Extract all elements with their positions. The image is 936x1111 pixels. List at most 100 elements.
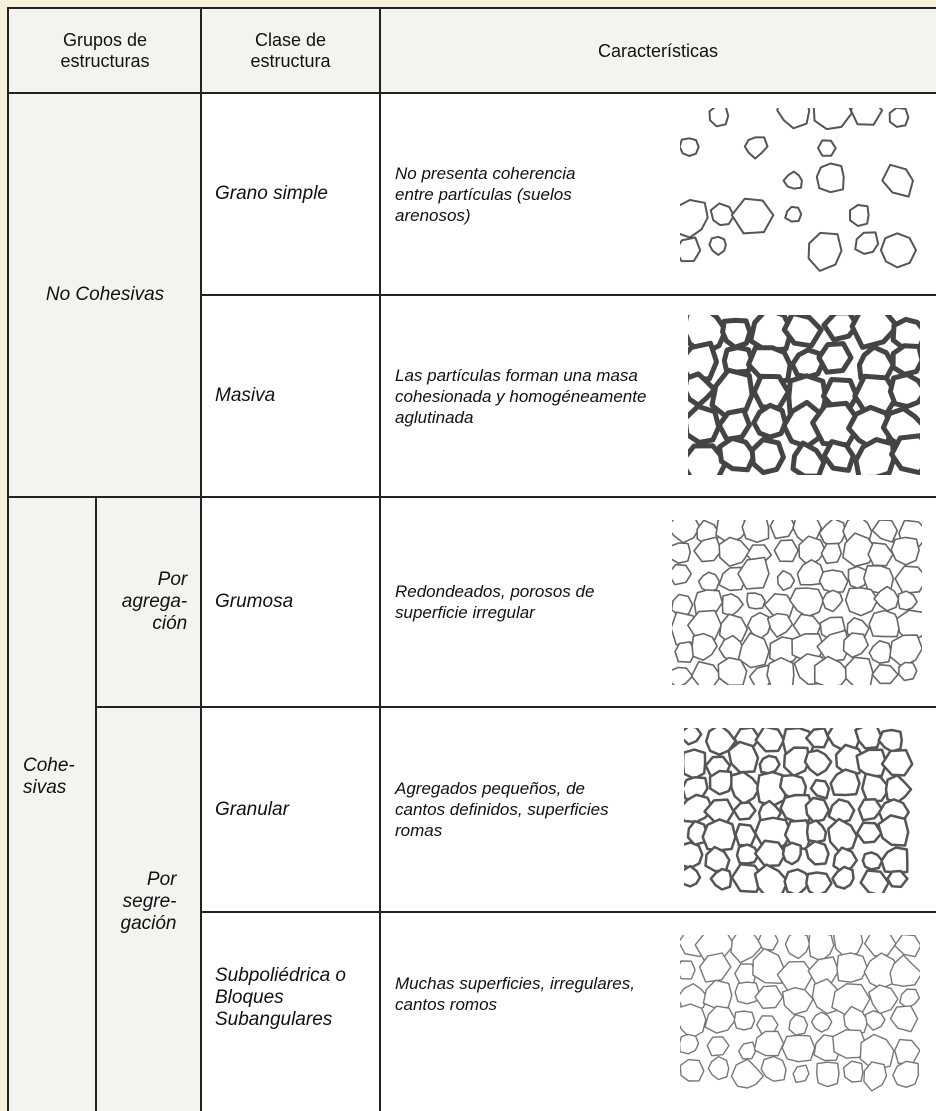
grain: [789, 587, 825, 618]
grain: [708, 108, 730, 128]
grain: [821, 439, 856, 473]
grain: [807, 231, 843, 272]
texture-image: [680, 108, 917, 272]
grain: [781, 841, 802, 866]
group-cell: Cohe- sivas: [9, 497, 96, 1111]
grain: [672, 666, 694, 685]
grain: [746, 592, 766, 610]
grain: [717, 435, 758, 473]
grain: [804, 796, 831, 824]
grain: [831, 865, 855, 890]
grain: [849, 315, 900, 350]
grain: [890, 343, 920, 377]
grain: [721, 345, 755, 375]
grain: [752, 947, 785, 984]
grain: [836, 952, 869, 983]
grain: [863, 935, 897, 957]
description: Agregados pequeños, de cantos definidos,…: [395, 779, 609, 840]
grain: [698, 952, 732, 983]
grain: [803, 749, 833, 777]
grain: [807, 956, 840, 987]
grain: [737, 556, 770, 590]
grain: [850, 108, 884, 126]
grain: [680, 1058, 705, 1082]
grain: [790, 440, 827, 475]
grain: [844, 656, 874, 685]
grain: [889, 433, 920, 475]
grain: [735, 843, 760, 865]
grain: [820, 542, 843, 565]
grain: [842, 632, 869, 659]
grain: [898, 661, 918, 682]
grain: [737, 632, 770, 669]
class-cell: Masiva: [201, 295, 380, 497]
grain: [817, 139, 837, 157]
grain: [821, 589, 844, 613]
grain: [854, 728, 883, 750]
border: [7, 7, 936, 9]
grain: [887, 372, 920, 409]
class-cell: Grumosa: [201, 497, 380, 707]
description: Las partículas forman una masa cohesiona…: [395, 365, 647, 427]
grain: [813, 655, 851, 685]
grain: [784, 935, 811, 960]
grain: [672, 520, 701, 544]
grain: [730, 935, 764, 964]
grain: [688, 340, 719, 382]
grain: [888, 108, 910, 128]
description: Redondeados, porosos de superficie irreg…: [395, 582, 595, 622]
grain: [818, 520, 847, 549]
grain: [892, 1060, 920, 1089]
grain: [743, 136, 769, 160]
grain: [749, 437, 786, 475]
class-name: Subpoliédrica o Bloques Subangulares: [215, 964, 346, 1030]
description: No presenta coherencia entre partículas …: [395, 163, 576, 225]
grain: [889, 634, 922, 668]
class-name: Masiva: [215, 385, 276, 406]
grain: [751, 402, 788, 440]
grain: [687, 609, 723, 642]
grain: [706, 1036, 730, 1057]
grain: [854, 231, 880, 255]
header-text: Grupos de estructuras: [60, 30, 150, 71]
grain: [871, 520, 899, 543]
grain: [792, 1064, 810, 1084]
grain: [716, 407, 752, 442]
grain: [896, 609, 922, 643]
grain: [734, 823, 758, 847]
grain: [697, 571, 721, 593]
grain: [816, 341, 854, 375]
grain: [754, 728, 786, 753]
grain: [880, 748, 914, 777]
grain: [708, 769, 734, 796]
grain: [766, 656, 795, 685]
grain: [784, 205, 803, 223]
grain: [893, 1038, 920, 1065]
grain: [829, 768, 861, 797]
grain: [730, 863, 765, 893]
grain: [849, 204, 870, 227]
grain: [758, 754, 781, 775]
grain: [864, 1009, 886, 1031]
grain: [884, 774, 913, 804]
border: [96, 706, 936, 708]
grain: [709, 867, 733, 891]
grain: [753, 863, 790, 893]
grain: [798, 535, 827, 567]
grain: [889, 954, 920, 987]
grain: [751, 373, 791, 411]
grain: [730, 197, 775, 235]
texture-image: [680, 935, 920, 1092]
grain: [708, 235, 727, 256]
grain: [880, 846, 909, 874]
grain: [680, 960, 696, 980]
header-cell: Grupos de estructuras: [9, 9, 201, 93]
subgroup-label: Por segre- gación: [120, 869, 177, 934]
grain: [899, 988, 920, 1009]
description: Muchas superficies, irregulares, cantos …: [395, 973, 635, 1014]
grain: [680, 1003, 707, 1040]
grain: [756, 770, 788, 808]
header-cell: Características: [380, 9, 936, 93]
grain: [753, 1030, 785, 1057]
